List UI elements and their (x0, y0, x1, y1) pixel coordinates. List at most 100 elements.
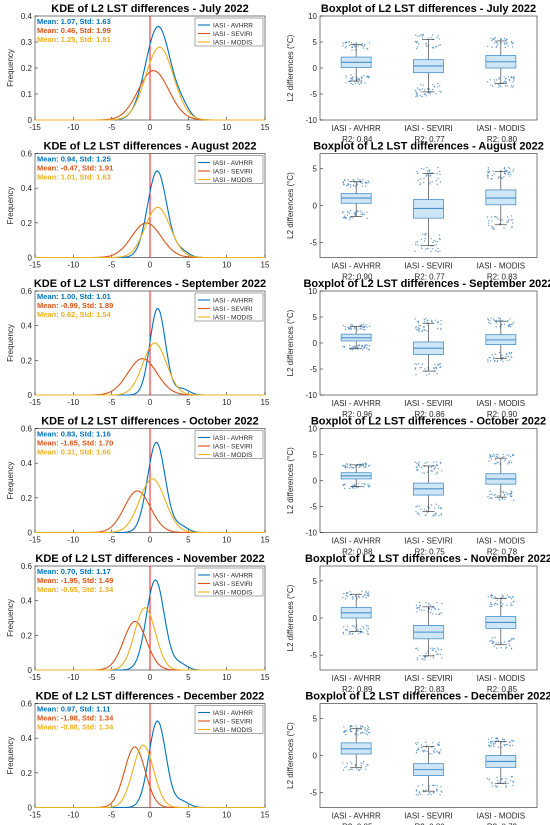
stats-annotation: Mean: 0.31, Std: 1.66 (37, 448, 111, 457)
scatter-point (420, 605, 422, 607)
scatter-point (498, 781, 500, 784)
scatter-point (346, 211, 349, 213)
scatter-point (495, 786, 497, 789)
scatter-point (357, 82, 359, 84)
y-tick-label: 0.1 (21, 90, 33, 99)
scatter-point (415, 506, 417, 508)
scatter-point (349, 487, 351, 490)
scatter-point (358, 83, 361, 86)
scatter-point (351, 633, 353, 636)
scatter-point (490, 605, 493, 608)
scatter-point (344, 487, 346, 490)
scatter-point (430, 321, 432, 323)
scatter-point (436, 45, 438, 47)
scatter-point (363, 213, 365, 216)
y-axis-label: Frequency (6, 49, 15, 87)
scatter-point (501, 323, 503, 326)
scatter-point (506, 319, 509, 322)
scatter-point (509, 326, 512, 328)
scatter-point (432, 606, 435, 609)
x-tick-label: -15 (29, 536, 41, 545)
scatter-point (348, 630, 351, 633)
scatter-point (490, 225, 493, 227)
scatter-point (504, 172, 506, 175)
x-tick-label: 10 (222, 398, 231, 407)
legend-entry: IASI - SEVIRI (213, 719, 253, 726)
scatter-point (436, 743, 439, 745)
scatter-point (507, 355, 509, 358)
scatter-point (434, 514, 437, 516)
scatter-point (363, 760, 365, 763)
scatter-point (498, 77, 500, 79)
scatter-point (420, 793, 422, 795)
scatter-point (348, 218, 351, 221)
y-tick-label: 0.6 (21, 425, 33, 434)
category-label: IASI - AVHRR (332, 399, 381, 408)
scatter-point (426, 512, 428, 514)
scatter-point (496, 79, 498, 81)
legend-box (194, 567, 264, 597)
scatter-point (422, 751, 425, 753)
legend-entry: IASI - MODIS (213, 727, 253, 734)
scatter-point (509, 492, 512, 495)
scatter-point (503, 167, 506, 169)
scatter-point (494, 42, 496, 44)
scatter-point (487, 741, 490, 744)
scatter-point (351, 324, 353, 326)
scatter-point (495, 319, 497, 322)
category-label: IASI - MODIS (477, 674, 525, 683)
r2-label: R2: 0.90 (342, 273, 373, 282)
scatter-point (346, 729, 348, 731)
scatter-point (487, 222, 490, 224)
scatter-point (508, 323, 511, 326)
scatter-point (434, 607, 436, 610)
scatter-point (365, 768, 367, 770)
legend-entry: IASI - MODIS (213, 315, 253, 322)
x-tick-label: 5 (186, 536, 191, 545)
scatter-point (342, 464, 344, 467)
scatter-point (425, 95, 428, 97)
scatter-point (351, 346, 353, 348)
scatter-point (434, 319, 436, 321)
y-tick-label: 5 (313, 38, 318, 47)
scatter-point (423, 240, 426, 242)
scatter-point (415, 604, 418, 607)
legend-entry: IASI - MODIS (213, 452, 253, 459)
scatter-point (353, 179, 355, 182)
scatter-point (342, 769, 345, 771)
x-tick-label: -10 (68, 536, 80, 545)
scatter-point (421, 658, 423, 660)
scatter-point (440, 612, 443, 614)
scatter-point (423, 181, 425, 184)
scatter-point (358, 78, 360, 80)
scatter-point (499, 39, 501, 41)
scatter-point (356, 630, 358, 632)
scatter-point (506, 85, 508, 87)
scatter-point (439, 173, 441, 175)
scatter-point (501, 778, 503, 781)
scatter-point (365, 185, 367, 187)
legend-entry: IASI - SEVIRI (213, 306, 253, 313)
scatter-point (423, 168, 425, 170)
scatter-point (425, 248, 427, 251)
scatter-point (436, 790, 438, 792)
scatter-point (494, 742, 496, 744)
scatter-point (366, 217, 368, 220)
scatter-point (509, 744, 511, 746)
scatter-point (497, 453, 499, 456)
scatter-point (487, 360, 489, 363)
scatter-point (419, 178, 422, 180)
scatter-point (365, 466, 367, 468)
scatter-point (512, 42, 514, 44)
scatter-point (363, 594, 366, 596)
scatter-point (352, 487, 354, 489)
scatter-point (345, 467, 347, 469)
scatter-point (437, 468, 439, 470)
scatter-point (417, 741, 419, 744)
scatter-point (354, 49, 357, 51)
legend-entry: IASI - MODIS (213, 590, 253, 597)
scatter-point (351, 78, 353, 81)
scatter-point (436, 327, 439, 330)
panel-title: Boxplot of L2 LST differences - July 202… (321, 3, 536, 15)
scatter-point (353, 326, 356, 329)
